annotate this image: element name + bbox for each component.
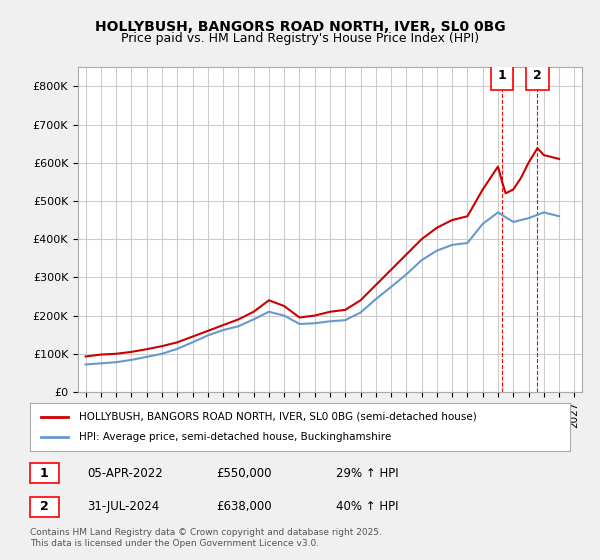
Text: HPI: Average price, semi-detached house, Buckinghamshire: HPI: Average price, semi-detached house,… bbox=[79, 432, 391, 442]
Text: 1: 1 bbox=[40, 466, 49, 480]
Text: 29% ↑ HPI: 29% ↑ HPI bbox=[336, 466, 398, 480]
Text: £550,000: £550,000 bbox=[216, 466, 271, 480]
Text: 40% ↑ HPI: 40% ↑ HPI bbox=[336, 500, 398, 514]
Text: 2: 2 bbox=[40, 500, 49, 514]
Text: £638,000: £638,000 bbox=[216, 500, 272, 514]
Text: 31-JUL-2024: 31-JUL-2024 bbox=[87, 500, 159, 514]
Text: HOLLYBUSH, BANGORS ROAD NORTH, IVER, SL0 0BG (semi-detached house): HOLLYBUSH, BANGORS ROAD NORTH, IVER, SL0… bbox=[79, 412, 476, 422]
FancyBboxPatch shape bbox=[491, 60, 514, 90]
FancyBboxPatch shape bbox=[526, 60, 549, 90]
Text: Contains HM Land Registry data © Crown copyright and database right 2025.
This d: Contains HM Land Registry data © Crown c… bbox=[30, 528, 382, 548]
Text: Price paid vs. HM Land Registry's House Price Index (HPI): Price paid vs. HM Land Registry's House … bbox=[121, 32, 479, 45]
Text: 05-APR-2022: 05-APR-2022 bbox=[87, 466, 163, 480]
Text: 1: 1 bbox=[498, 69, 506, 82]
Text: 2: 2 bbox=[533, 69, 542, 82]
Text: HOLLYBUSH, BANGORS ROAD NORTH, IVER, SL0 0BG: HOLLYBUSH, BANGORS ROAD NORTH, IVER, SL0… bbox=[95, 20, 505, 34]
